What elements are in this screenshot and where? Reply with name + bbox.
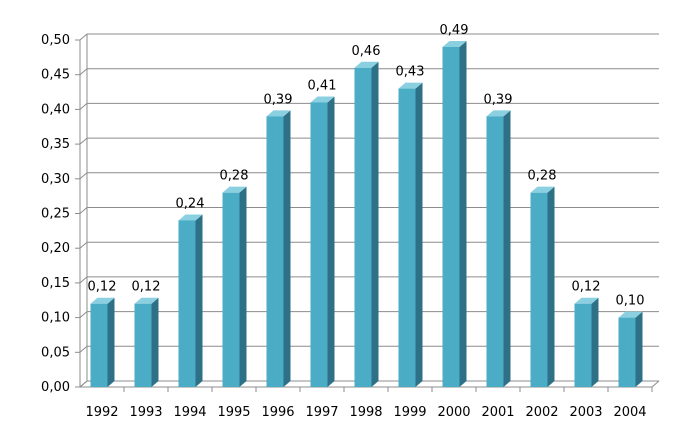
y-tick-label: 0,15 bbox=[41, 276, 70, 291]
x-tick-label: 1996 bbox=[261, 405, 294, 420]
bar-top bbox=[266, 110, 291, 117]
y-tick-label: 0,40 bbox=[41, 102, 70, 117]
bar-top bbox=[134, 297, 159, 304]
x-tick-label: 2001 bbox=[481, 405, 514, 420]
bar bbox=[134, 303, 152, 387]
bar-top bbox=[222, 186, 247, 193]
gridline-depth bbox=[79, 103, 88, 110]
bar-top bbox=[178, 214, 203, 221]
x-tick-label: 1998 bbox=[349, 405, 382, 420]
bar bbox=[574, 303, 592, 387]
bar-top bbox=[354, 61, 379, 68]
data-label: 0,12 bbox=[88, 280, 117, 295]
bar-side bbox=[591, 297, 599, 387]
bar-side bbox=[151, 297, 159, 387]
bar-side bbox=[195, 214, 203, 387]
bar-side bbox=[459, 40, 467, 387]
bar-top bbox=[90, 297, 115, 304]
bar bbox=[442, 46, 460, 387]
x-tick-label: 1992 bbox=[85, 405, 118, 420]
depth-edge bbox=[79, 380, 88, 388]
data-label: 0,41 bbox=[308, 78, 337, 93]
x-tick-label: 2002 bbox=[525, 405, 558, 420]
gridline-depth bbox=[79, 311, 88, 318]
bars bbox=[90, 40, 643, 388]
bar-top bbox=[310, 96, 335, 103]
y-tick-label: 0,20 bbox=[41, 241, 70, 256]
data-label: 0,10 bbox=[616, 294, 645, 309]
y-tick-label: 0,05 bbox=[41, 345, 70, 360]
bar-side bbox=[283, 110, 291, 387]
y-tick-label: 0,25 bbox=[41, 207, 70, 222]
y-tick-label: 0,30 bbox=[41, 172, 70, 187]
bar bbox=[178, 220, 196, 387]
data-label: 0,12 bbox=[132, 280, 161, 295]
bar-side bbox=[503, 110, 511, 387]
data-label: 0,39 bbox=[484, 92, 513, 107]
x-tick-label: 2003 bbox=[569, 405, 602, 420]
gridline-depth bbox=[79, 207, 88, 214]
gridline-depth bbox=[79, 345, 88, 353]
bar bbox=[90, 303, 108, 387]
data-label: 0,24 bbox=[176, 196, 205, 211]
bar-side bbox=[107, 297, 115, 387]
bar-top bbox=[398, 82, 423, 89]
bar bbox=[530, 192, 548, 387]
data-label: 0,46 bbox=[352, 44, 381, 59]
bar bbox=[354, 67, 372, 387]
y-tick-label: 0,50 bbox=[41, 33, 70, 48]
bar-side bbox=[371, 61, 379, 387]
x-tick-label: 1994 bbox=[173, 405, 206, 420]
bar bbox=[310, 102, 328, 388]
x-tick-label: 1999 bbox=[393, 405, 426, 420]
bar bbox=[486, 116, 504, 387]
data-label: 0,39 bbox=[264, 92, 293, 107]
x-tick-label: 2000 bbox=[437, 405, 470, 420]
gridline-depth bbox=[79, 276, 88, 284]
bar-top bbox=[530, 186, 555, 193]
gridline-depth bbox=[79, 68, 88, 76]
labels: 0,00 0,05 0,10 0,15 0,20 0,25 0,30 0,35 0,40 0,45… bbox=[41, 23, 647, 420]
bar-side bbox=[239, 186, 247, 387]
x-tick-label: 1993 bbox=[129, 405, 162, 420]
y-tick-label: 0,45 bbox=[41, 68, 70, 83]
bar-side bbox=[415, 82, 423, 387]
y-tick-label: 0,00 bbox=[41, 380, 70, 395]
x-tick-label: 1995 bbox=[217, 405, 250, 420]
bar-top bbox=[618, 311, 643, 318]
y-tick-label: 0,10 bbox=[41, 311, 70, 326]
gridline-depth bbox=[79, 137, 88, 145]
bar bbox=[222, 192, 240, 387]
data-label: 0,49 bbox=[440, 23, 469, 38]
bar-top bbox=[486, 110, 511, 117]
x-tick-label: 2004 bbox=[613, 405, 646, 420]
bar-side bbox=[547, 186, 555, 387]
y-tick-label: 0,35 bbox=[41, 137, 70, 152]
x-tick-label: 1997 bbox=[305, 405, 338, 420]
bar-side bbox=[327, 96, 335, 388]
bar-top bbox=[574, 297, 599, 304]
bar bbox=[618, 317, 636, 387]
floor-right-edge bbox=[651, 380, 660, 388]
bar-top bbox=[442, 40, 467, 47]
bar bbox=[266, 116, 284, 387]
bar-side bbox=[635, 311, 643, 387]
gridline-depth bbox=[79, 172, 88, 180]
data-label: 0,28 bbox=[528, 169, 557, 184]
data-label: 0,28 bbox=[220, 169, 249, 184]
gridline-depth bbox=[79, 33, 88, 41]
bar bbox=[398, 88, 416, 387]
gridline-depth bbox=[79, 241, 88, 249]
data-label: 0,43 bbox=[396, 65, 425, 80]
data-label: 0,12 bbox=[572, 280, 601, 295]
